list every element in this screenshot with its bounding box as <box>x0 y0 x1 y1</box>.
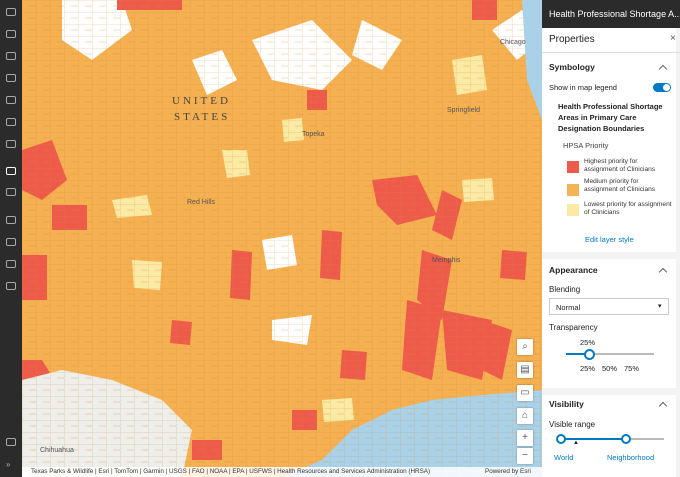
lake-water <box>522 0 542 120</box>
layer-title: Health Professional Shortage A... <box>549 9 680 19</box>
panel-header: Health Professional Shortage A... <box>542 0 680 28</box>
blending-value: Normal <box>556 303 581 312</box>
section-heading[interactable]: Visibility <box>549 399 584 409</box>
powered-by[interactable]: Powered by Esri <box>485 468 531 475</box>
attribution-bar: Texas Parks & Wildlife | Esri | TomTom |… <box>22 467 542 477</box>
range-track[interactable]: ▲ <box>556 434 664 446</box>
blending-select[interactable]: Normal ▾ <box>549 298 669 315</box>
map-label: UNITED <box>172 95 231 107</box>
section-heading[interactable]: Symbology <box>549 62 595 72</box>
map-label: Chihuahua <box>40 447 74 454</box>
tool-button[interactable] <box>6 118 16 126</box>
legend-label: Medium priority for assignment of Clinic… <box>584 178 656 193</box>
collapse-chevron[interactable] <box>658 401 668 411</box>
tool-button[interactable] <box>6 260 16 268</box>
tool-button[interactable] <box>6 238 16 246</box>
county-lines <box>22 0 542 477</box>
collapse-chevron[interactable] <box>658 267 668 277</box>
slider-tick-label: 75% <box>624 364 640 373</box>
attribution: Texas Parks & Wildlife | Esri | TomTom |… <box>31 468 431 475</box>
dropdown-arrow: ▾ <box>658 303 662 310</box>
slider-track[interactable] <box>566 349 654 360</box>
legend-swatch <box>567 204 579 216</box>
range-fill <box>560 438 625 440</box>
tool-button[interactable] <box>6 30 16 38</box>
slider-tick-label: 50% <box>602 364 618 373</box>
current-scale-marker: ▲ <box>573 440 579 446</box>
map-label: Red Hills <box>187 199 216 206</box>
legend-label: Lowest priority for assignment of Clinic… <box>584 201 672 216</box>
layer-name: Health Professional Shortage Areas in Pr… <box>558 102 663 133</box>
field-name: HPSA Priority <box>563 141 609 150</box>
transparency-label: Transparency <box>549 323 598 332</box>
range-handle[interactable] <box>556 434 566 444</box>
visibility-section: Visibility Visible range ▲ World Neighbo… <box>542 395 676 477</box>
toolbar: » <box>0 0 22 477</box>
expand-button[interactable]: » <box>6 460 11 469</box>
map[interactable]: UNITED STATES Topeka Springfield Chicago… <box>22 0 542 477</box>
tool-button[interactable] <box>6 74 16 82</box>
close-button[interactable]: × <box>670 33 676 44</box>
tool-button[interactable] <box>6 282 16 290</box>
slider-handle[interactable] <box>584 349 595 360</box>
collapse-chevron[interactable] <box>658 64 668 74</box>
map-label: STATES <box>174 111 230 123</box>
min-scale[interactable]: World <box>554 453 574 462</box>
appearance-section: Appearance Blending Normal ▾ Transparenc… <box>542 259 676 388</box>
tool-button[interactable] <box>6 216 16 224</box>
slider-fill <box>566 353 588 355</box>
tool-button[interactable] <box>6 8 16 16</box>
map-label: Springfield <box>447 107 480 114</box>
panel-title: Properties <box>549 34 595 45</box>
legend-toggle[interactable] <box>653 83 671 92</box>
tool-button[interactable] <box>6 167 16 175</box>
range-handle[interactable] <box>621 434 631 444</box>
properties-panel: Health Professional Shortage A... Proper… <box>542 0 680 477</box>
transparency-value: 25% <box>580 338 596 347</box>
legend-swatch <box>567 161 579 173</box>
toggle-label: Show in map legend <box>549 83 617 92</box>
tool-button[interactable] <box>6 140 16 148</box>
home-button[interactable]: ⌂ <box>517 408 533 424</box>
tool-button[interactable] <box>6 52 16 60</box>
max-scale[interactable]: Neighborhood <box>607 453 655 462</box>
map-label: Chicago <box>500 39 526 46</box>
map-label: Memphis <box>432 257 461 264</box>
zoom-out-button[interactable]: − <box>517 448 533 464</box>
tool-button[interactable] <box>6 188 16 196</box>
legend-swatch <box>567 184 579 196</box>
slider-tick-label: 25% <box>580 364 596 373</box>
divider <box>542 52 680 53</box>
search-button[interactable]: ⌕ <box>517 339 533 355</box>
section-heading[interactable]: Appearance <box>549 265 598 275</box>
edit-style-link[interactable]: Edit layer style <box>585 235 634 244</box>
display-button[interactable]: ▭ <box>517 385 533 401</box>
tool-button[interactable] <box>6 438 16 446</box>
layers-button[interactable]: ▤ <box>517 362 533 378</box>
legend-label: Highest priority for assignment of Clini… <box>584 158 656 173</box>
range-label: Visible range <box>549 420 596 429</box>
blending-label: Blending <box>549 285 581 294</box>
tool-button[interactable] <box>6 96 16 104</box>
zoom-in-button[interactable]: + <box>517 430 533 446</box>
toggle-knob <box>663 84 670 91</box>
symbology-section: Properties × Symbology Show in map legen… <box>542 28 680 252</box>
map-label: Topeka <box>302 131 325 138</box>
